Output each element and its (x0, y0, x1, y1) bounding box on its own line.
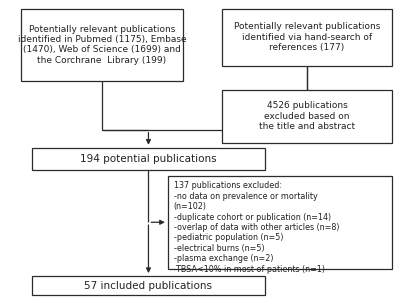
Text: 194 potential publications: 194 potential publications (80, 154, 217, 164)
Text: 4526 publications
excluded based on
the title and abstract: 4526 publications excluded based on the … (259, 101, 355, 131)
Text: 137 publications excluded:
-no data on prevalence or mortality
(n=102)
-duplicat: 137 publications excluded: -no data on p… (174, 182, 339, 274)
FancyBboxPatch shape (168, 176, 392, 268)
Text: Potentially relevant publications
identified via hand-search of
references (177): Potentially relevant publications identi… (234, 22, 380, 52)
FancyBboxPatch shape (222, 89, 392, 143)
FancyBboxPatch shape (222, 9, 392, 66)
FancyBboxPatch shape (21, 9, 183, 81)
Text: Potentially relevant publications
identified in Pubmed (1175), Embase
(1470), We: Potentially relevant publications identi… (18, 25, 186, 65)
FancyBboxPatch shape (32, 148, 264, 170)
Text: 57 included publications: 57 included publications (84, 281, 212, 291)
FancyBboxPatch shape (32, 276, 264, 296)
